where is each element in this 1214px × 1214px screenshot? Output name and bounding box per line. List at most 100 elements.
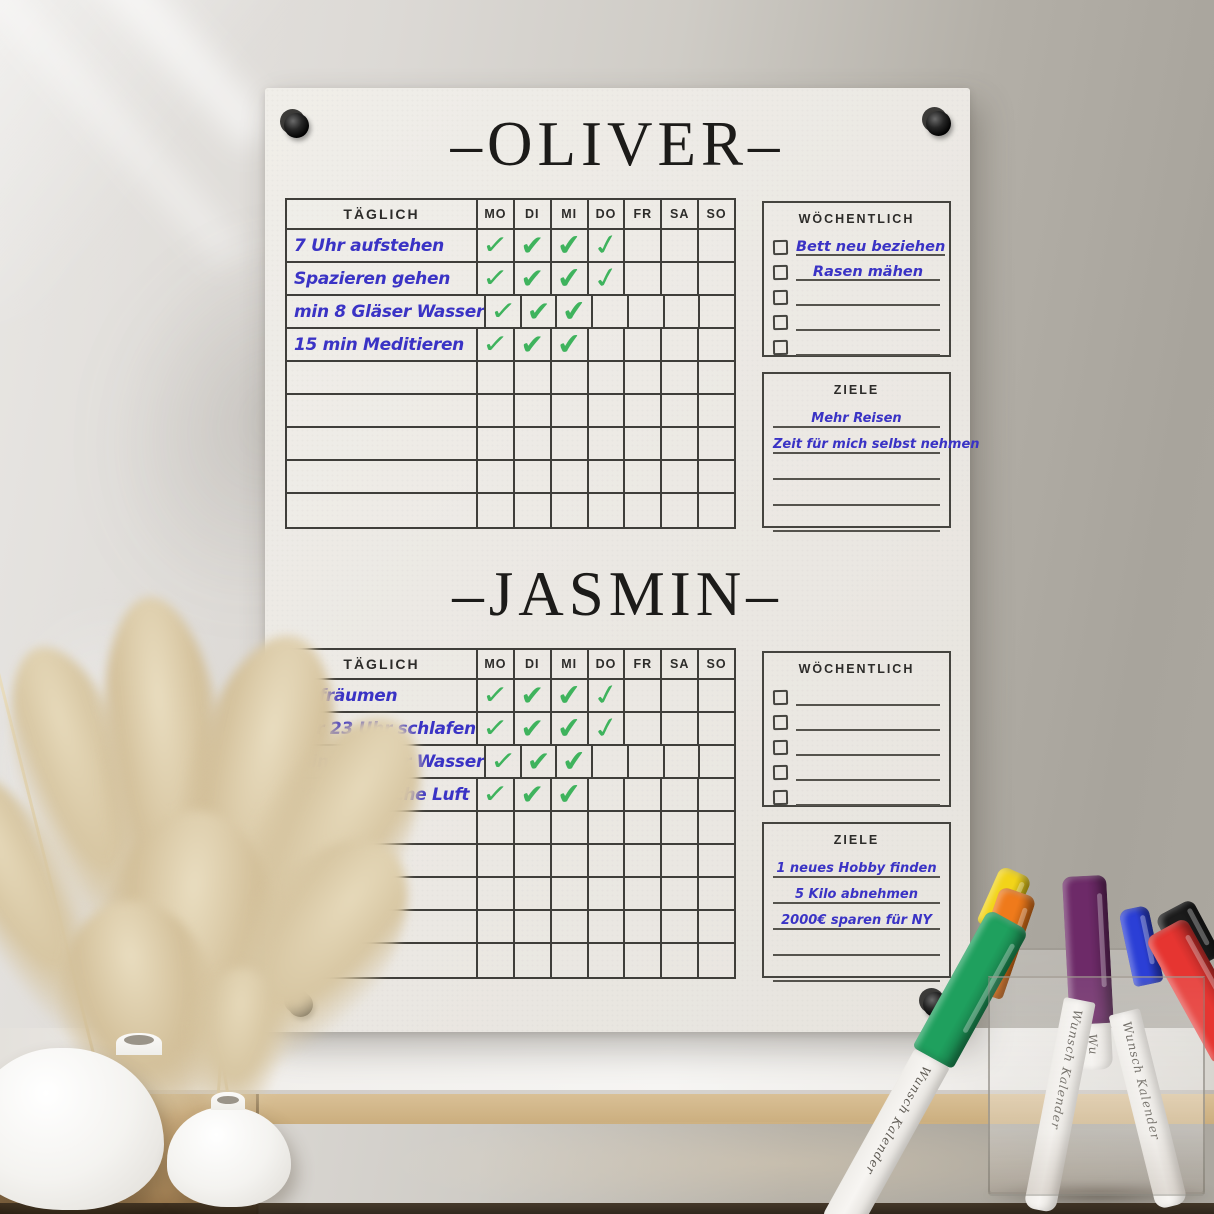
task-label <box>287 428 476 459</box>
check-cell <box>586 329 624 360</box>
check-mark: ✔ <box>555 260 583 296</box>
check-cell <box>660 428 697 459</box>
task-label <box>287 812 476 843</box>
task-row: Spazieren gehen ✓ ✔ ✔ ✓ <box>287 260 734 297</box>
daily-header-label: TÄGLICH <box>343 206 420 222</box>
check-cell <box>626 746 663 777</box>
check-cell <box>698 296 734 327</box>
checkbox <box>772 339 789 356</box>
task-row: min 8 Gläser Wasser ✓ ✔ ✔ <box>287 743 734 779</box>
check-cell <box>512 911 550 942</box>
check-cell: ✔ <box>555 743 591 779</box>
day-header-DI: DI <box>512 650 550 678</box>
task-row-empty <box>287 395 734 428</box>
check-cell <box>549 944 587 977</box>
goal-line: 5 Kilo abnehmen <box>773 878 940 904</box>
check-cell <box>549 878 587 909</box>
task-row: Aufräumen ✓ ✔ ✔ ✓ <box>287 677 734 714</box>
day-header-SO: SO <box>697 200 734 228</box>
weekly-row <box>772 281 940 306</box>
goal-line <box>773 506 940 532</box>
check-cell <box>512 362 550 393</box>
check-cell <box>660 494 697 527</box>
weekly-line <box>796 704 940 706</box>
check-cell <box>549 812 587 843</box>
weekly-line <box>796 304 940 306</box>
weekly-line <box>796 779 940 781</box>
check-cell <box>660 944 697 977</box>
check-mark: ✓ <box>481 229 510 262</box>
check-cell <box>512 944 550 977</box>
daily-header-row: TÄGLICH MO DI MI DO FR SA SO <box>287 650 734 680</box>
goal-line: 2000€ sparen für NY <box>773 904 940 930</box>
check-cell: ✔ <box>512 263 550 294</box>
check-cell <box>623 812 660 843</box>
day-header-DO: DO <box>586 200 624 228</box>
check-cell <box>623 878 660 909</box>
weekly-line <box>796 354 940 356</box>
check-cell <box>623 428 660 459</box>
check-mark: ✔ <box>520 777 545 811</box>
task-label <box>287 461 476 492</box>
check-cell <box>697 680 734 711</box>
check-cell <box>591 296 627 327</box>
checkbox <box>772 314 789 331</box>
check-cell <box>660 461 697 492</box>
check-mark: ✓ <box>489 745 517 778</box>
check-mark: ✔ <box>520 228 545 262</box>
screw-top-left <box>280 109 309 138</box>
check-cell <box>697 263 734 294</box>
check-cell <box>512 428 550 459</box>
task-row-empty <box>287 878 734 911</box>
check-cell <box>697 911 734 942</box>
checkbox <box>772 764 789 781</box>
check-cell: ✔ <box>512 228 550 262</box>
task-row-empty <box>287 362 734 395</box>
check-cell <box>623 845 660 876</box>
weekly-line <box>796 329 940 331</box>
check-cell <box>660 911 697 942</box>
screw-bottom-right <box>919 988 948 1017</box>
check-mark: ✔ <box>555 326 583 362</box>
weekly-item-text: Bett neu beziehen <box>796 239 946 255</box>
check-cell: ✓ <box>484 745 520 778</box>
daily-table-oliver: TÄGLICH MO DI MI DO FR SA SO 7 Uhr aufstehen ✓ ✔ ✔ ✓… <box>285 198 736 529</box>
check-cell <box>476 878 513 909</box>
weekly-row <box>772 781 940 806</box>
check-mark: ✔ <box>555 776 583 812</box>
check-cell <box>660 680 697 711</box>
check-cell <box>512 395 550 426</box>
check-cell <box>476 911 513 942</box>
check-cell: ✔ <box>512 777 550 811</box>
weekly-box-oliver: WÖCHENTLICH Bett neu beziehen Rasen mähen <box>762 201 951 357</box>
day-header-DO: DO <box>586 650 624 678</box>
task-row-empty <box>287 428 734 461</box>
goal-line <box>773 956 940 982</box>
check-cell <box>697 779 734 810</box>
check-cell <box>586 944 624 977</box>
daily-header-row: TÄGLICH MO DI MI DO FR SA SO <box>287 200 734 230</box>
check-cell: ✓ <box>586 227 624 264</box>
check-mark: ✔ <box>560 293 588 329</box>
check-cell: ✔ <box>549 227 587 263</box>
goals-box-jasmin: ZIELE 1 neues Hobby finden 5 Kilo abnehmen… <box>762 822 951 982</box>
check-cell <box>586 779 624 810</box>
check-cell <box>623 494 660 527</box>
check-mark: ✔ <box>526 294 551 328</box>
shelf-bottom-shadow <box>0 1203 1214 1214</box>
screw-top-right <box>922 107 951 136</box>
wall-light <box>0 540 280 1000</box>
check-cell <box>512 812 550 843</box>
goal-line: Mehr Reisen <box>773 402 940 428</box>
weekly-row <box>772 331 940 356</box>
task-label <box>287 362 476 393</box>
check-cell <box>549 395 587 426</box>
check-cell <box>697 461 734 492</box>
check-cell <box>697 812 734 843</box>
check-cell: ✔ <box>549 677 587 713</box>
task-label <box>287 878 476 909</box>
weekly-row: Bett neu beziehen <box>772 231 946 256</box>
day-header-SA: SA <box>660 200 697 228</box>
goals-box-oliver: ZIELE Mehr Reisen Zeit für mich selbst neh… <box>762 372 980 532</box>
check-cell: ✔ <box>549 260 587 296</box>
